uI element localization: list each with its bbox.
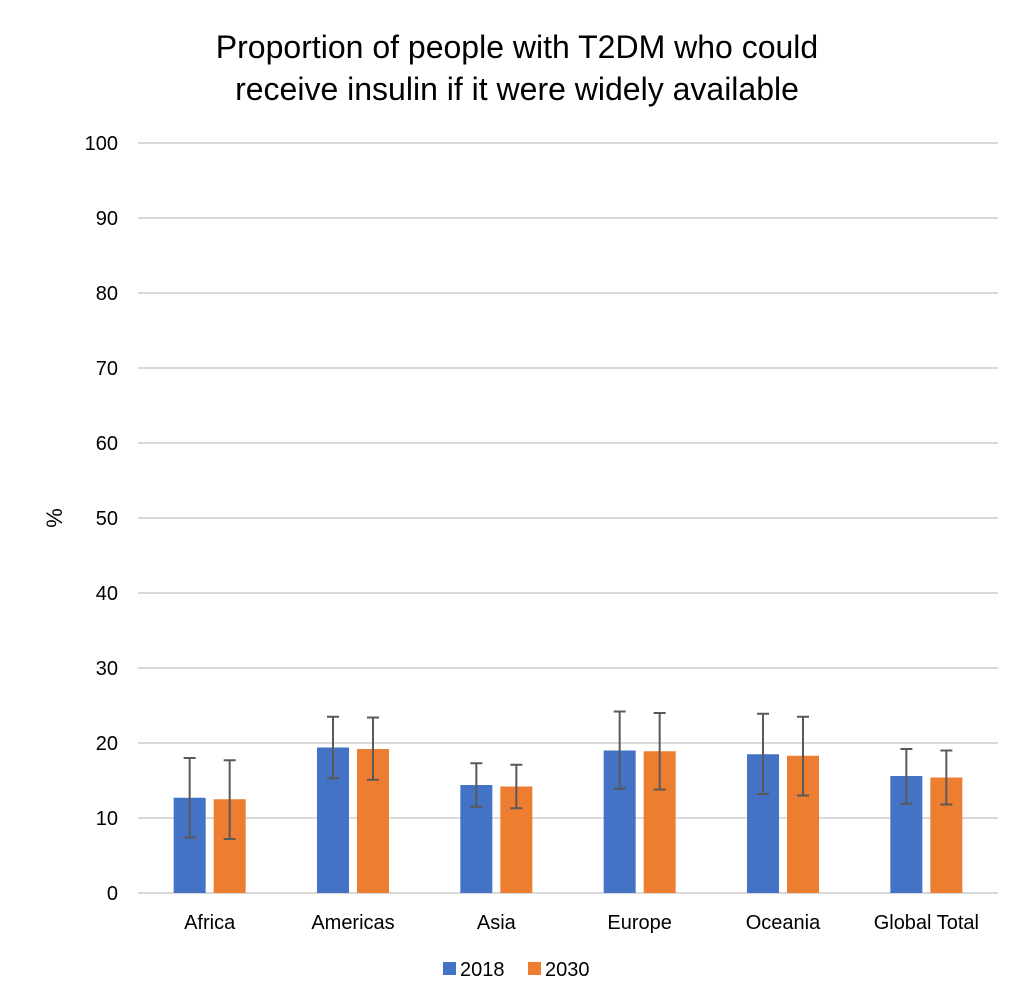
y-axis-ticks: 0 10 20 30 40 50 60 70 80 90 100: [85, 133, 118, 905]
error-bar: [613, 710, 626, 790]
legend-item-2018: 2018: [443, 959, 505, 981]
x-category-label: Europe: [607, 912, 672, 934]
y-tick-label: 80: [96, 283, 118, 305]
y-tick-label: 70: [96, 358, 118, 380]
y-axis-label: %: [42, 508, 67, 528]
gridlines: [138, 142, 998, 894]
y-tick-label: 100: [85, 133, 118, 155]
x-category-label: Africa: [184, 912, 236, 934]
error-bar: [757, 712, 769, 795]
y-tick-label: 20: [96, 733, 118, 755]
error-bar: [653, 712, 666, 791]
y-tick-label: 60: [96, 433, 118, 455]
error-bar: [327, 715, 339, 780]
legend-swatch: [443, 962, 456, 975]
error-bar: [510, 763, 523, 810]
chart-title: Proportion of people with T2DM who could…: [216, 29, 818, 107]
y-tick-label: 50: [96, 508, 118, 530]
x-axis-categories: Africa Americas Asia Europe Oceania Global To…: [184, 912, 979, 934]
legend-item-2030: 2030: [528, 959, 590, 981]
x-category-label: Asia: [477, 912, 517, 934]
error-bar: [367, 716, 379, 781]
error-bars: [183, 710, 953, 840]
x-category-label: Americas: [311, 912, 394, 934]
chart-title-line-1: Proportion of people with T2DM who could: [216, 29, 818, 65]
error-bar: [183, 757, 196, 839]
bars: [173, 747, 963, 893]
legend-swatch: [528, 962, 541, 975]
y-tick-label: 0: [107, 883, 118, 905]
y-tick-label: 30: [96, 658, 118, 680]
error-bar: [470, 762, 483, 808]
error-bar: [223, 759, 236, 840]
error-bar: [940, 749, 953, 806]
x-category-label: Oceania: [746, 912, 821, 934]
legend: 2018 2030: [443, 959, 590, 981]
chart-title-line-2: receive insulin if it were widely availa…: [235, 71, 799, 107]
y-tick-label: 10: [96, 808, 118, 830]
error-bar: [900, 748, 913, 805]
y-tick-label: 90: [96, 208, 118, 230]
legend-label: 2030: [545, 959, 590, 981]
error-bar: [797, 715, 809, 797]
y-tick-label: 40: [96, 583, 118, 605]
legend-label: 2018: [460, 959, 505, 981]
x-category-label: Global Total: [874, 912, 979, 934]
